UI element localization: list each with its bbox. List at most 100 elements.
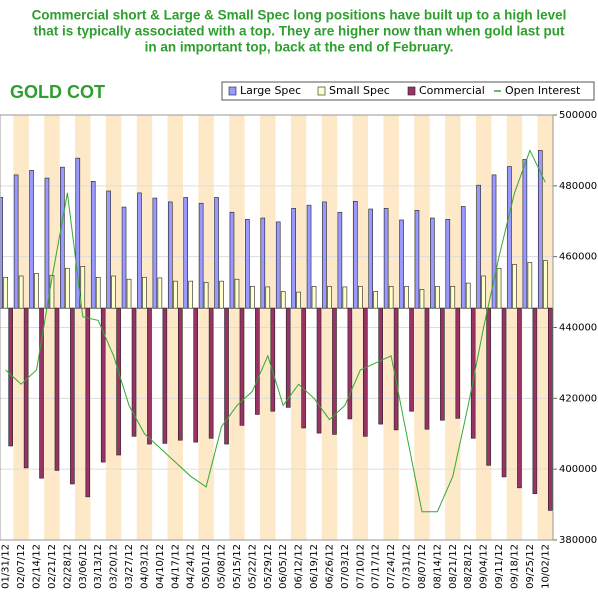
bar xyxy=(440,307,445,421)
bar xyxy=(399,219,404,309)
bar xyxy=(188,280,194,309)
annotation: Commercial short & Large & Small Spec lo… xyxy=(32,8,567,23)
bar xyxy=(172,280,178,309)
bar xyxy=(39,307,44,479)
bar xyxy=(234,278,240,309)
bar xyxy=(224,307,229,445)
x-tick-label: 08/07/12 xyxy=(417,544,428,589)
bar xyxy=(409,307,414,412)
bar xyxy=(13,174,19,309)
x-tick-label: 02/28/12 xyxy=(62,544,73,589)
bar xyxy=(116,307,121,456)
bar xyxy=(306,204,312,309)
bar xyxy=(193,307,199,443)
bar xyxy=(70,307,75,485)
bar xyxy=(177,307,183,441)
bar xyxy=(280,291,286,309)
x-tick-label: 02/14/12 xyxy=(32,544,43,589)
x-tick-label: 07/24/12 xyxy=(386,544,397,589)
bar xyxy=(3,276,9,309)
bar xyxy=(470,307,476,439)
bar xyxy=(229,211,235,309)
plot-border xyxy=(0,114,554,541)
bar xyxy=(373,291,379,309)
x-tick-label: 07/17/12 xyxy=(371,544,382,589)
x-tick-label: 05/01/12 xyxy=(201,544,212,589)
bar xyxy=(430,217,435,309)
bar xyxy=(250,285,255,309)
bar xyxy=(203,282,209,309)
plot-area xyxy=(0,114,553,541)
x-tick-label: 05/15/12 xyxy=(232,544,243,589)
x-tick-label: 01/31/12 xyxy=(1,544,12,589)
bar xyxy=(65,267,70,309)
y2-tick-label: 420000 xyxy=(559,393,597,404)
bar xyxy=(106,190,111,309)
x-tick-label: 04/10/12 xyxy=(155,544,166,589)
bar xyxy=(285,307,291,408)
bar xyxy=(152,197,158,309)
bar xyxy=(296,291,301,309)
bar xyxy=(455,307,461,419)
bar xyxy=(352,200,358,309)
bar xyxy=(501,307,507,478)
x-tick-label: 06/12/12 xyxy=(294,544,305,589)
bar xyxy=(142,276,147,309)
bar xyxy=(75,157,81,309)
x-tick-label: 02/21/12 xyxy=(47,544,58,589)
y2-tick-label: 480000 xyxy=(559,181,597,192)
bar xyxy=(481,275,486,309)
bar xyxy=(157,277,163,309)
bar xyxy=(147,307,152,445)
legend-label: Open Interest xyxy=(505,84,581,97)
bar xyxy=(183,197,189,309)
x-tick-label: 03/20/12 xyxy=(109,544,120,589)
chart-title: GOLD COT xyxy=(10,82,105,102)
bar xyxy=(23,307,29,469)
annotation: in an important top, back at the end of … xyxy=(145,40,454,55)
bar xyxy=(419,289,425,309)
bar xyxy=(208,307,214,439)
bar xyxy=(517,307,522,489)
bar xyxy=(198,202,204,309)
bar xyxy=(460,206,466,309)
legend-label: Large Spec xyxy=(240,84,301,97)
bar xyxy=(291,208,296,309)
bar xyxy=(491,174,497,309)
bar xyxy=(435,285,440,309)
bar xyxy=(29,170,34,309)
bar xyxy=(322,201,327,309)
x-tick-label: 04/03/12 xyxy=(139,544,150,589)
bar xyxy=(95,276,101,309)
bar xyxy=(100,307,106,463)
x-tick-label: 09/25/12 xyxy=(525,544,536,589)
bar xyxy=(131,307,137,437)
x-tick-label: 06/05/12 xyxy=(278,544,289,589)
bar xyxy=(0,197,4,309)
x-tick-label: 07/31/12 xyxy=(402,544,413,589)
bar xyxy=(368,208,374,309)
x-tick-label: 10/02/12 xyxy=(540,544,551,589)
x-tick-label: 05/08/12 xyxy=(217,544,228,589)
x-tick-label: 04/24/12 xyxy=(186,544,197,589)
x-tick-label: 07/10/12 xyxy=(355,544,366,589)
bar xyxy=(337,211,343,309)
bar xyxy=(137,192,142,309)
x-tick-label: 03/06/12 xyxy=(78,544,89,589)
bar xyxy=(507,166,512,309)
bar xyxy=(424,307,430,430)
y2-tick-label: 500000 xyxy=(559,110,597,121)
bar xyxy=(239,307,245,426)
bar xyxy=(450,285,456,309)
bar xyxy=(537,150,543,309)
legend-swatch xyxy=(317,86,326,96)
bar xyxy=(414,210,420,309)
bar xyxy=(18,275,24,309)
bar xyxy=(527,262,533,309)
bar xyxy=(60,166,65,309)
bar xyxy=(167,201,173,309)
line xyxy=(5,149,546,513)
bar xyxy=(34,273,39,309)
bar xyxy=(54,307,60,471)
bar xyxy=(126,278,132,309)
